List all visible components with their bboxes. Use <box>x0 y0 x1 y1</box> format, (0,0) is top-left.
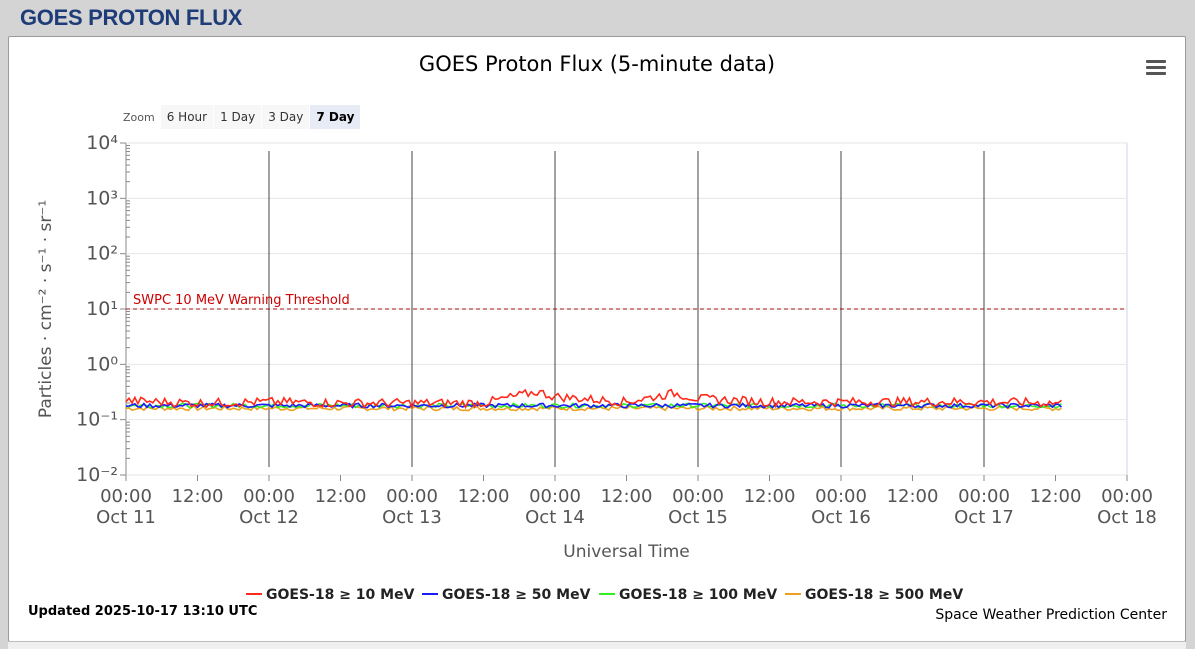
series-line-goes-18-50-mev <box>125 402 1063 409</box>
x-tick-label: 00:00 <box>100 486 152 507</box>
threshold-label: SWPC 10 MeV Warning Threshold <box>133 293 350 308</box>
zoom-1-day-button[interactable]: 1 Day <box>214 105 262 129</box>
x-axis-label: Universal Time <box>563 542 689 562</box>
x-tick-date-label: Oct 18 <box>1097 507 1157 528</box>
legend-item[interactable]: GOES-18 ≥ 50 MeV <box>422 587 591 603</box>
legend-label: GOES-18 ≥ 100 MeV <box>619 587 777 603</box>
updated-timestamp: Updated 2025-10-17 13:10 UTC <box>28 604 258 619</box>
legend-label: GOES-18 ≥ 10 MeV <box>266 587 415 603</box>
bottom-strip <box>8 641 1186 649</box>
x-tick-date-label: Oct 15 <box>668 507 728 528</box>
zoom-3-day-button[interactable]: 3 Day <box>262 105 310 129</box>
page-title: GOES PROTON FLUX <box>20 5 243 30</box>
legend-item[interactable]: GOES-18 ≥ 500 MeV <box>785 587 963 603</box>
x-tick-date-label: Oct 14 <box>525 507 585 528</box>
x-tick-label: 12:00 <box>172 486 224 507</box>
x-tick-label: 12:00 <box>315 486 367 507</box>
x-tick-label: 00:00 <box>815 486 867 507</box>
x-tick-label: 00:00 <box>529 486 581 507</box>
credit-text: Space Weather Prediction Center <box>935 607 1167 623</box>
y-tick-label: 10¹ <box>86 298 118 320</box>
x-tick-date-label: Oct 11 <box>96 507 156 528</box>
zoom-bar: Zoom 6 Hour 1 Day 3 Day 7 Day <box>118 105 361 129</box>
x-tick-date-label: Oct 17 <box>954 507 1014 528</box>
x-tick-date-label: Oct 16 <box>811 507 871 528</box>
y-tick-label: 10⁻² <box>76 464 118 486</box>
legend-label: GOES-18 ≥ 50 MeV <box>442 587 591 603</box>
chart-title: GOES Proton Flux (5-minute data) <box>418 52 776 76</box>
y-tick-label: 10⁻¹ <box>76 409 118 431</box>
hamburger-menu-icon[interactable] <box>1146 60 1166 78</box>
legend-label: GOES-18 ≥ 500 MeV <box>805 587 963 603</box>
x-tick-date-label: Oct 12 <box>239 507 299 528</box>
x-tick-label: 12:00 <box>458 486 510 507</box>
x-tick-label: 12:00 <box>601 486 653 507</box>
y-axis-label: Particles · cm⁻² · s⁻¹ · sr⁻¹ <box>36 200 56 418</box>
zoom-7-day-button[interactable]: 7 Day <box>310 105 361 129</box>
legend-item[interactable]: GOES-18 ≥ 10 MeV <box>246 587 415 603</box>
x-tick-label: 00:00 <box>243 486 295 507</box>
y-tick-label: 10⁴ <box>86 132 118 154</box>
x-tick-label: 12:00 <box>744 486 796 507</box>
x-tick-label: 12:00 <box>887 486 939 507</box>
series-line-goes-18-500-mev <box>125 405 1062 412</box>
y-tick-label: 10⁰ <box>86 353 118 375</box>
x-tick-label: 00:00 <box>958 486 1010 507</box>
x-tick-label: 00:00 <box>1101 486 1153 507</box>
x-tick-date-label: Oct 13 <box>382 507 442 528</box>
zoom-6-hour-button[interactable]: 6 Hour <box>160 105 214 129</box>
x-tick-label: 12:00 <box>1030 486 1082 507</box>
page-header: GOES PROTON FLUX <box>0 0 1195 36</box>
y-tick-label: 10² <box>86 243 118 265</box>
series-line-goes-18-10-mev <box>125 388 1062 410</box>
x-tick-label: 00:00 <box>672 486 724 507</box>
y-tick-label: 10³ <box>86 187 118 209</box>
x-tick-label: 00:00 <box>386 486 438 507</box>
zoom-label: Zoom <box>123 110 155 124</box>
legend-item[interactable]: GOES-18 ≥ 100 MeV <box>599 587 777 603</box>
